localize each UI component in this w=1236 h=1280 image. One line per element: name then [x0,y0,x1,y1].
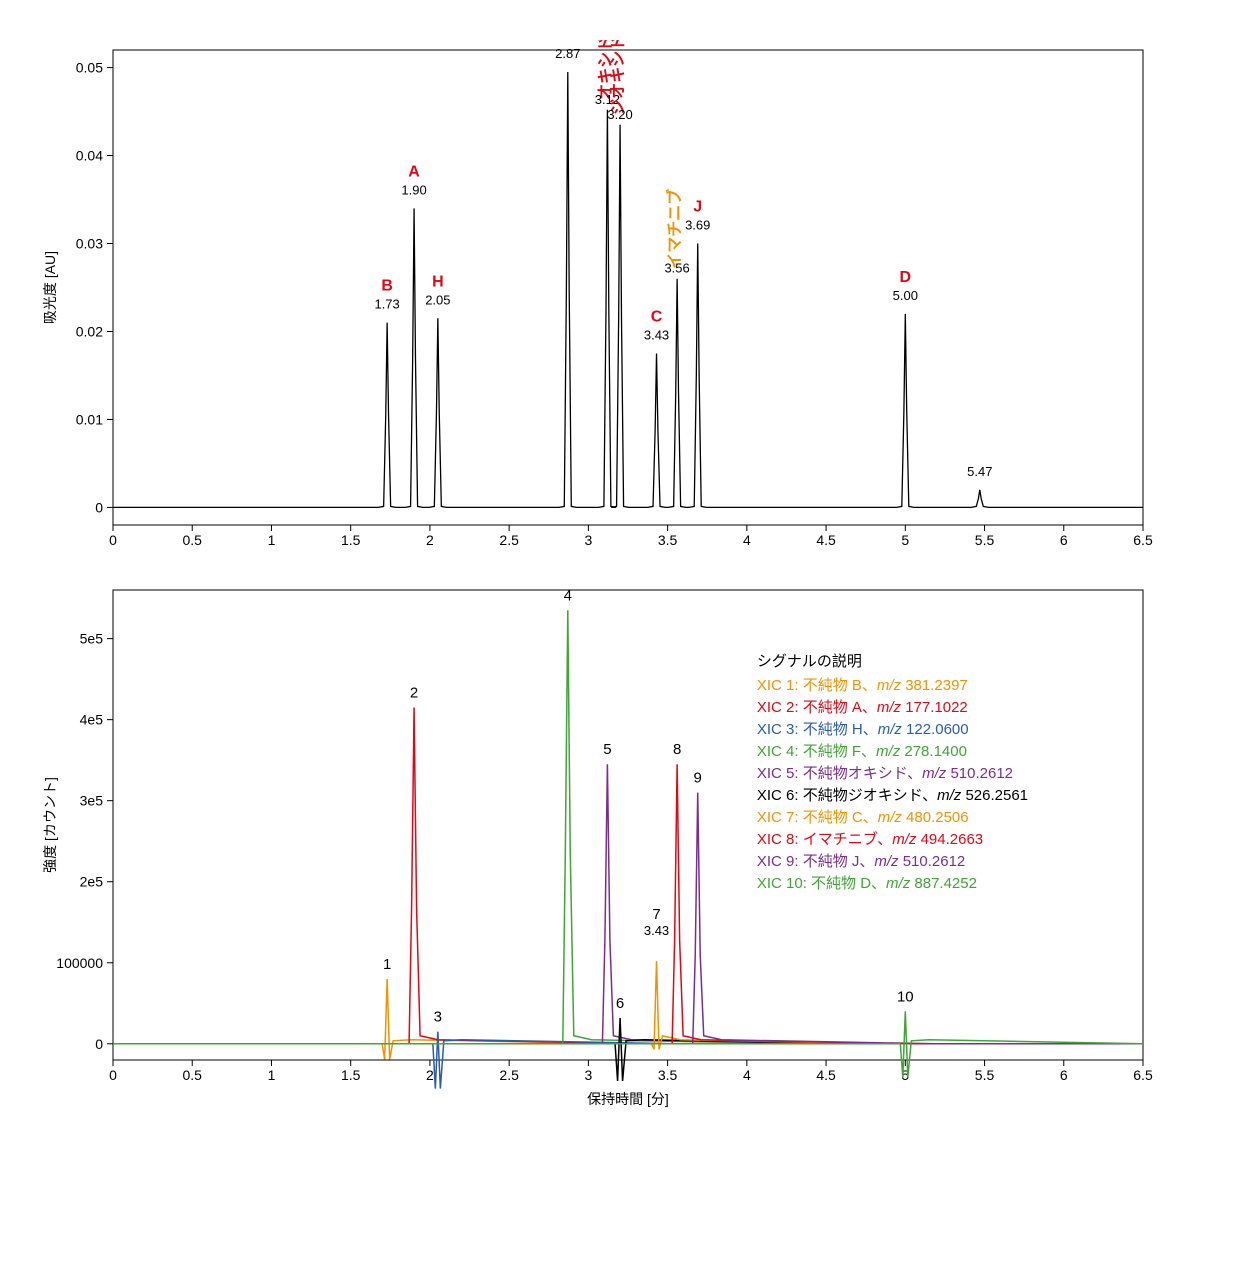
svg-text:6.5: 6.5 [1133,532,1153,548]
svg-text:0: 0 [95,499,103,515]
svg-text:2: 2 [426,1067,434,1083]
x-axis-label: 保持時間 [分] [587,1091,669,1107]
peak-rt: 3.56 [664,261,689,276]
svg-text:2.5: 2.5 [499,1067,519,1083]
svg-text:1.5: 1.5 [341,532,361,548]
svg-text:3: 3 [584,1067,592,1083]
xic-trace [113,610,1143,1044]
xic-peak-number: 7 [652,906,660,923]
xic-trace [113,793,1143,1044]
svg-text:6: 6 [1060,1067,1068,1083]
peak-label: C [651,308,663,325]
svg-text:4.5: 4.5 [816,1067,836,1083]
peak-rt: 2.87 [555,46,580,61]
svg-text:2.5: 2.5 [499,532,519,548]
legend-entry: XIC 1: 不純物 B、m/z 381.2397 [757,677,968,694]
svg-text:4: 4 [743,532,751,548]
peak-rt: 2.05 [425,292,450,307]
svg-text:0: 0 [109,1067,117,1083]
peak-rt: 1.73 [374,297,399,312]
peak-label: A [408,163,420,180]
xic-trace [113,961,1143,1049]
xic-peak-number: 2 [410,685,418,702]
svg-text:2e5: 2e5 [80,874,104,890]
svg-text:4e5: 4e5 [80,712,104,728]
xic-peak-number: 9 [694,770,702,787]
svg-text:3e5: 3e5 [80,793,104,809]
peak-rt: 5.00 [893,288,918,303]
xic-peak-number: 5 [603,741,611,758]
xic-chromatogram-chart: 0 0.5 1 1.5 2 2.5 3 3.5 4 4.5 5 5.5 6 6.5 0 100000 2e5 3e… [38,580,1158,1110]
xic-peak-number: 3 [434,1009,442,1026]
svg-text:3.5: 3.5 [658,1067,678,1083]
svg-text:0: 0 [95,1036,103,1052]
uv-trace [113,72,1143,507]
svg-text:1.5: 1.5 [341,1067,361,1083]
svg-text:5.5: 5.5 [975,1067,995,1083]
peak-label: J [693,199,702,216]
xic-peak-number: 6 [616,995,624,1012]
xic-peak-number: 4 [564,587,572,604]
svg-text:0.02: 0.02 [76,323,103,339]
xic-trace [113,979,1143,1059]
xic-trace [113,764,1143,1044]
peak-rt: 5.47 [967,464,992,479]
svg-text:6.5: 6.5 [1133,1067,1153,1083]
xic-trace [113,708,1143,1044]
xic-peak-number: 10 [897,988,914,1005]
y-axis-label: 強度 [カウント] [42,777,58,873]
svg-text:2: 2 [426,532,434,548]
xic-peak-number: 1 [383,956,391,973]
legend-entry: XIC 3: 不純物 H、m/z 122.0600 [757,721,969,738]
svg-text:6: 6 [1060,532,1068,548]
legend-entry: XIC 8: イマチニブ、m/z 494.2663 [757,830,983,848]
svg-text:3.5: 3.5 [658,532,678,548]
svg-text:0.04: 0.04 [76,148,103,164]
legend-entry: XIC 4: 不純物 F、m/z 278.1400 [757,743,967,760]
legend-entry: XIC 9: 不純物 J、m/z 510.2612 [757,853,965,870]
peak-rt: 3.43 [644,327,669,342]
svg-text:0.05: 0.05 [76,60,103,76]
svg-text:4: 4 [743,1067,751,1083]
svg-text:0.5: 0.5 [182,1067,202,1083]
uv-chromatogram-chart: 0 0.5 1 1.5 2 2.5 3 3.5 4 4.5 5 5.5 6 6.5 0 0.01 0.02 0.0… [38,40,1158,560]
svg-text:1: 1 [268,532,276,548]
peak-rt: 3.69 [685,218,710,233]
legend-entry: XIC 6: 不純物ジオキシド、m/z 526.2561 [757,787,1028,804]
svg-text:0.5: 0.5 [182,532,202,548]
legend-entry: XIC 10: 不純物 D、m/z 887.4252 [757,875,977,892]
legend-entry: XIC 2: 不純物 A、m/z 177.1022 [757,699,968,716]
legend-entry: XIC 5: 不純物オキシド、m/z 510.2612 [757,765,1013,782]
legend-title: シグナルの説明 [757,653,862,670]
peak-label: B [381,278,393,295]
xic-peak-rt: 3.43 [644,923,669,938]
y-axis-label: 吸光度 [AU] [42,251,58,324]
svg-text:0.03: 0.03 [76,236,103,252]
svg-text:1: 1 [268,1067,276,1083]
svg-text:0.01: 0.01 [76,411,103,427]
peak-label: ジオキシド [609,40,627,115]
peak-rt: 1.90 [401,182,426,197]
svg-text:100000: 100000 [56,955,103,971]
peak-label: D [900,269,912,286]
svg-text:5e5: 5e5 [80,631,104,647]
xic-trace [113,764,1143,1044]
peak-label: H [432,273,444,290]
svg-text:0: 0 [109,532,117,548]
peak-label: イマチニブ [665,189,684,269]
svg-text:5: 5 [901,532,909,548]
xic-peak-number: 8 [673,741,681,758]
svg-text:5.5: 5.5 [975,532,995,548]
svg-text:3: 3 [584,532,592,548]
peak-label: F [563,40,573,44]
legend-entry: XIC 7: 不純物 C、m/z 480.2506 [757,809,969,826]
svg-text:4.5: 4.5 [816,532,836,548]
peak-rt: 3.20 [607,107,632,122]
